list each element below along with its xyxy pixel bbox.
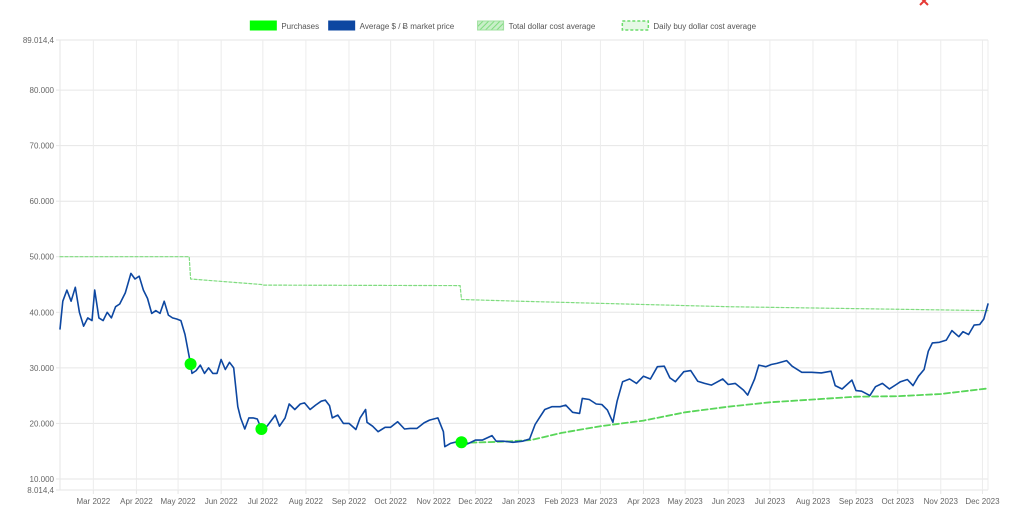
x-tick-label: May 2022 [161,497,197,506]
y-tick-label: 30.000 [30,364,55,373]
y-tick-label: 10.000 [30,475,55,484]
x-tick-label: Jan 2023 [502,497,535,506]
series-line-price [59,272,989,448]
x-tick-label: Oct 2022 [374,497,407,506]
legend-item-price: Average $ / Ƀ market price [328,20,455,31]
legend-swatch [328,20,356,31]
legend-item-purchases: Purchases [249,20,319,31]
purchase-point [255,422,268,435]
legend-swatch [621,20,650,31]
legend-item-daily-dca: Daily buy dollar cost average [621,20,757,31]
x-tick-label: Dec 2022 [458,497,493,506]
legend-label: Average $ / Ƀ market price [360,22,455,31]
x-tick-label: Nov 2023 [924,497,959,506]
x-tick-label: Jun 2023 [712,497,745,506]
x-tick-label: Sep 2023 [839,497,874,506]
x-tick-label: Dec 2023 [965,497,1000,506]
series-line-daily-dca [460,387,989,444]
legend-swatch [477,20,505,31]
x-tick-label: Mar 2022 [76,497,110,506]
x-tick-label: Aug 2023 [796,497,831,506]
legend-label: Purchases [281,22,319,31]
series-layer [59,256,989,448]
y-tick-label: 89.014,4 [23,36,55,45]
legend-item-total-dca: Total dollar cost average [477,20,596,31]
x-tick-label: Mar 2023 [584,497,618,506]
grid-lines [59,39,989,491]
purchase-points [184,357,468,449]
purchase-point [184,357,197,370]
legend-label: Total dollar cost average [509,22,596,31]
brand-watermark [919,0,929,6]
x-tick-label: Jun 2022 [205,497,238,506]
y-tick-label: 8.014,4 [27,486,54,495]
y-tick-label: 20.000 [30,419,55,428]
x-axis: Mar 2022 Apr 2022 May 2022 Jun 2022 Jul 2022… [76,490,1000,506]
x-tick-label: Oct 2023 [881,497,914,506]
x-tick-label: Aug 2022 [289,497,324,506]
legend-swatch [249,20,277,31]
x-mark-icon [919,0,929,6]
x-tick-label: May 2023 [668,497,704,506]
y-tick-label: 40.000 [30,308,55,317]
legend: Purchases Average $ / Ƀ market price Total… [249,20,757,31]
y-tick-label: 80.000 [30,86,55,95]
legend-label: Daily buy dollar cost average [653,22,756,31]
x-tick-label: Sep 2022 [332,497,367,506]
purchase-point [455,436,468,449]
x-tick-label: Jul 2022 [248,497,279,506]
y-axis: 89.014,4 80.000 70.000 60.000 50.000 40.000 30… [23,36,60,495]
y-tick-label: 60.000 [30,197,55,206]
x-tick-label: Apr 2023 [627,497,660,506]
x-tick-label: Jul 2023 [755,497,786,506]
y-tick-label: 70.000 [30,142,55,151]
x-tick-label: Nov 2022 [417,497,452,506]
x-tick-label: Feb 2023 [545,497,579,506]
x-tick-label: Apr 2022 [120,497,153,506]
series-line-total-dca [59,256,989,312]
y-tick-label: 50.000 [30,253,55,262]
